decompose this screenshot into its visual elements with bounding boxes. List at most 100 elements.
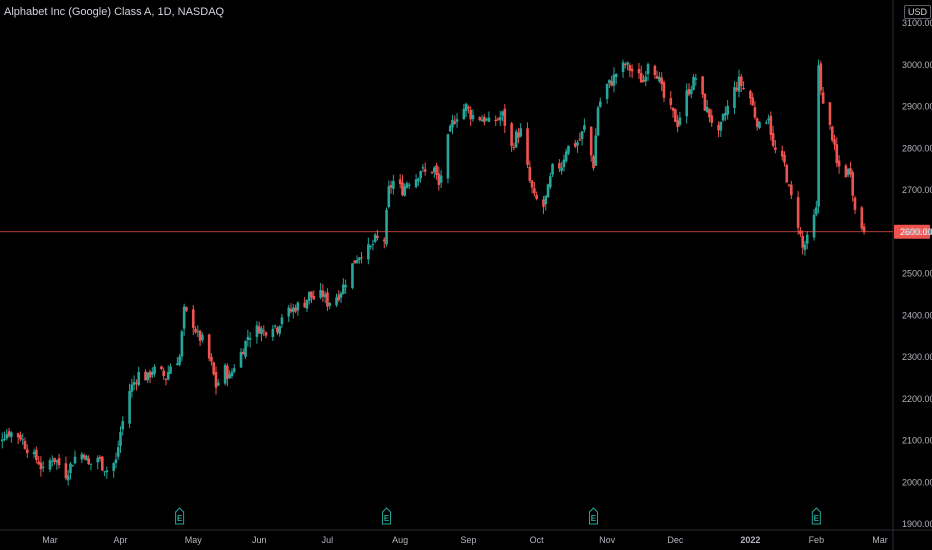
candle-body: [717, 125, 720, 131]
x-tick-label: Nov: [599, 535, 616, 545]
candle-body: [135, 382, 138, 384]
candle-body: [278, 326, 281, 334]
earnings-marker[interactable]: E: [175, 507, 185, 525]
earnings-marker-label: E: [591, 514, 597, 523]
candle-body: [367, 244, 370, 260]
candle-body: [57, 458, 61, 466]
candle-body: [64, 463, 68, 479]
candle-body: [433, 167, 436, 173]
candle-body: [273, 325, 277, 327]
candle-body: [469, 109, 472, 120]
earnings-marker[interactable]: E: [588, 507, 598, 525]
candle-body: [812, 214, 816, 238]
candle-body: [455, 119, 459, 122]
candle-body: [592, 156, 595, 169]
candle-body: [662, 82, 666, 98]
candle-body: [271, 328, 275, 337]
candle-body: [437, 173, 441, 185]
candle-body: [719, 121, 723, 131]
x-axis[interactable]: Mar Apr May Jun Jul Aug Sep Oct Nov Dec 2022 Feb Mar: [42, 535, 888, 545]
earnings-marker-label: E: [384, 514, 390, 523]
candle-body: [0, 439, 4, 442]
candle-body: [544, 195, 548, 205]
candle-body: [162, 370, 165, 376]
y-axis[interactable]: 1900.00 2000.00 2100.00 2200.00 2300.00 2400.…: [902, 18, 932, 529]
candle-body: [835, 144, 839, 164]
candle-body: [562, 159, 566, 168]
candle-body: [646, 64, 650, 75]
candle-body: [678, 117, 682, 125]
candle-body: [630, 68, 634, 72]
candle-body: [246, 336, 250, 340]
x-tick-label: Apr: [113, 535, 127, 545]
candle-body: [312, 295, 316, 300]
last-price-line: 2600.00: [0, 224, 932, 239]
candle-body: [239, 351, 243, 368]
candle-body: [846, 168, 850, 176]
candle-body: [255, 325, 259, 337]
candle-body: [214, 372, 218, 388]
candle-body: [560, 167, 563, 172]
candle-body: [130, 384, 134, 392]
candle-body: [264, 332, 268, 336]
candle-body: [360, 257, 363, 259]
candle-body: [735, 87, 739, 90]
candle-body: [526, 128, 529, 165]
currency-button[interactable]: USD: [904, 5, 932, 19]
candle-body: [296, 302, 300, 311]
candle-body: [210, 357, 213, 362]
candle-body: [228, 374, 231, 379]
candle-body: [787, 184, 791, 186]
candle-body: [819, 63, 823, 91]
candle-body: [371, 244, 375, 246]
candle-body: [417, 178, 420, 182]
candle-body: [280, 317, 284, 325]
candle-body: [335, 297, 338, 306]
earnings-marker[interactable]: E: [811, 507, 821, 525]
candle-body: [644, 76, 648, 82]
candle-body: [435, 165, 438, 175]
candle-body: [517, 132, 520, 138]
last-price-tag: [894, 224, 930, 239]
candle-body: [353, 260, 357, 264]
candle-body: [310, 291, 313, 298]
candle-body: [287, 307, 291, 317]
candle-body: [594, 135, 598, 166]
candle-body: [232, 368, 236, 372]
candle-body: [423, 169, 427, 172]
candle-body: [191, 309, 195, 328]
candle-body: [212, 362, 216, 375]
y-tick-label: 2800.00: [902, 143, 932, 153]
candle-body: [614, 73, 618, 78]
candle-body: [626, 62, 629, 65]
candle-body: [576, 142, 579, 146]
candle-body: [783, 154, 786, 163]
x-tick-label: Dec: [667, 535, 684, 545]
candle-body: [637, 68, 641, 74]
candle-body: [223, 364, 227, 384]
candlestick-series: [0, 59, 866, 486]
candle-body: [23, 440, 27, 449]
x-tick-label: Jul: [322, 535, 334, 545]
candle-body: [765, 122, 768, 124]
candle-body: [769, 115, 773, 136]
candle-body: [328, 302, 331, 306]
candle-body: [180, 331, 184, 357]
candle-body: [799, 230, 802, 234]
candle-body: [862, 226, 866, 232]
candle-body: [694, 78, 698, 80]
candle-body: [542, 199, 545, 207]
candle-body: [608, 79, 611, 84]
candle-body: [528, 166, 532, 181]
candle-body: [241, 351, 245, 355]
candle-body: [292, 307, 295, 312]
candle-body: [85, 455, 88, 461]
candle-body: [851, 172, 855, 196]
candle-body: [121, 421, 125, 430]
candle-body: [248, 338, 252, 340]
candle-body: [510, 123, 513, 147]
earnings-marker[interactable]: E: [382, 507, 392, 525]
candle-body: [676, 120, 679, 128]
candle-body: [342, 284, 345, 294]
